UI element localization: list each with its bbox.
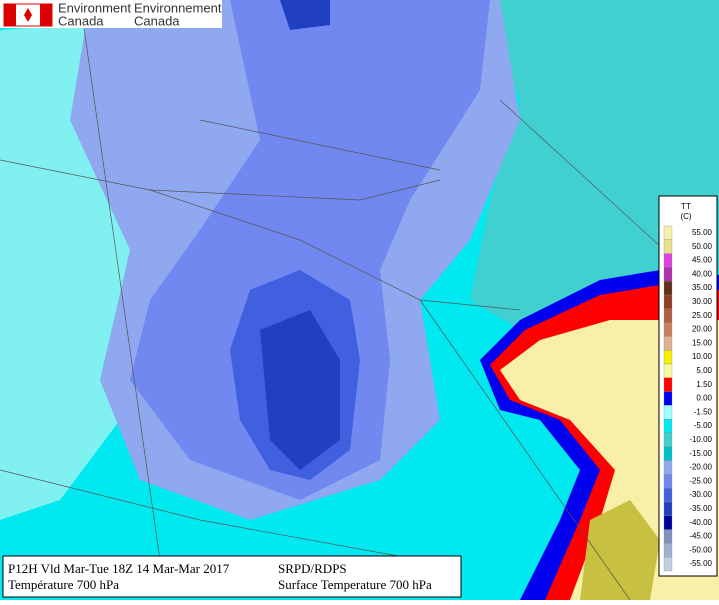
field-blue <box>130 0 490 500</box>
legend-swatch <box>663 294 673 309</box>
legend-label: 40.00 <box>692 269 713 278</box>
legend-label: 5.00 <box>696 366 712 375</box>
legend-swatch <box>663 336 673 351</box>
legend-swatch <box>663 460 673 475</box>
legend-label: -5.00 <box>694 421 713 430</box>
legend-entries: 55.00 50.00 45.00 40.00 35.00 30.00 25.00 20.00… <box>663 225 713 572</box>
legend-swatch <box>663 529 673 544</box>
legend-label: -45.00 <box>689 532 712 541</box>
legend-label: 15.00 <box>692 338 713 347</box>
legend-swatch <box>663 474 673 489</box>
legend-label: -1.50 <box>694 407 713 416</box>
legend-unit: (C) <box>680 212 691 221</box>
maple-leaf <box>24 8 32 22</box>
legend-label: -20.00 <box>689 463 712 472</box>
org-en: Environment <box>58 0 131 15</box>
legend-swatch <box>663 501 673 516</box>
field-darkest <box>280 0 330 30</box>
flag-band <box>4 4 16 26</box>
info-line2-left: Température 700 hPa <box>8 577 119 592</box>
legend-label: -55.00 <box>689 559 712 568</box>
legend-swatch <box>663 253 673 268</box>
legend-label: 25.00 <box>692 311 713 320</box>
info-line1-right: SRPD/RDPS <box>278 561 347 576</box>
legend-label: -50.00 <box>689 545 712 554</box>
legend-label: 35.00 <box>692 283 713 292</box>
legend-label: -15.00 <box>689 449 712 458</box>
legend-swatch <box>663 515 673 530</box>
legend-swatch <box>663 405 673 420</box>
legend-label: 0.00 <box>696 394 712 403</box>
legend-swatch <box>663 377 673 392</box>
legend-swatch <box>663 419 673 434</box>
legend-swatch <box>663 543 673 558</box>
country-en: Canada <box>58 13 104 28</box>
legend-label: 30.00 <box>692 297 713 306</box>
legend-label: 55.00 <box>692 228 713 237</box>
info-box <box>2 555 462 598</box>
legend-swatch <box>663 432 673 447</box>
legend-swatch <box>663 239 673 254</box>
legend-label: 45.00 <box>692 256 713 265</box>
legend-title: TT <box>681 202 691 211</box>
legend-label: 1.50 <box>696 380 712 389</box>
legend-label: -25.00 <box>689 476 712 485</box>
flag-band <box>40 4 52 26</box>
legend-swatch <box>663 225 673 240</box>
legend-swatch <box>663 363 673 378</box>
legend-swatch <box>663 488 673 503</box>
legend-label: -30.00 <box>689 490 712 499</box>
legend-swatch <box>663 557 673 572</box>
legend-swatch <box>663 322 673 337</box>
field-darker-blue <box>260 310 340 470</box>
legend-swatch <box>663 281 673 296</box>
legend-label: 20.00 <box>692 325 713 334</box>
legend-swatch <box>663 446 673 461</box>
field-olive <box>580 500 660 600</box>
field-teal <box>470 0 719 330</box>
legend-swatch <box>663 391 673 406</box>
org-fr: Environnement <box>134 0 222 15</box>
country-fr: Canada <box>134 13 180 28</box>
legend-swatch <box>663 267 673 282</box>
legend-swatch <box>663 350 673 365</box>
legend-label: -35.00 <box>689 504 712 513</box>
legend-swatch <box>663 308 673 323</box>
legend-label: 50.00 <box>692 242 713 251</box>
legend-label: 10.00 <box>692 352 713 361</box>
legend-label: -40.00 <box>689 518 712 527</box>
legend-label: -10.00 <box>689 435 712 444</box>
info-line1-left: P12H Vld Mar-Tue 18Z 14 Mar-Mar 2017 <box>8 561 230 576</box>
info-line2-right: Surface Temperature 700 hPa <box>278 577 432 592</box>
